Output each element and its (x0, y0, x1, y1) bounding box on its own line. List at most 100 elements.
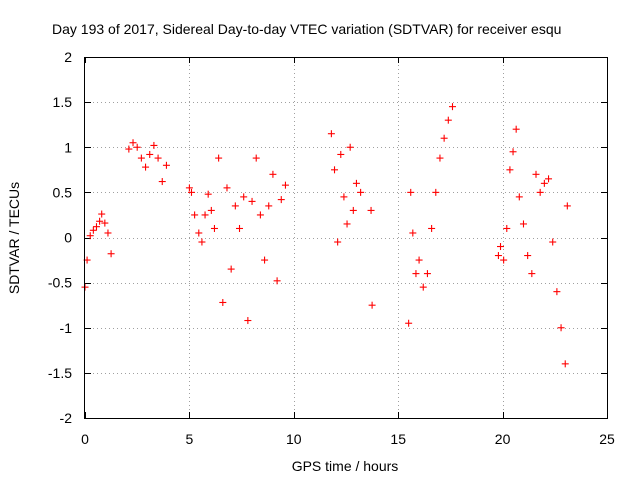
plot-frame (84, 57, 608, 419)
data-point (256, 211, 264, 219)
data-point (331, 166, 339, 174)
data-point (191, 211, 199, 219)
data-points (81, 103, 571, 368)
data-point (368, 301, 376, 309)
tick-labels: 0 5 10 15 20 25 -2 -1.5 -1 -0.5 0 0.5 1 1.5 2 (48, 49, 615, 447)
data-point (236, 224, 244, 232)
x-tick-label: 15 (390, 431, 406, 447)
data-point (150, 141, 158, 149)
data-point (367, 206, 375, 214)
grid-lines (85, 57, 607, 418)
data-point (440, 134, 448, 142)
x-tick-label: 10 (286, 431, 302, 447)
data-point (515, 193, 523, 201)
data-point (346, 143, 354, 151)
data-point (244, 317, 252, 325)
data-point (86, 232, 94, 240)
data-point (277, 196, 285, 204)
data-point (92, 223, 100, 231)
data-point (158, 178, 166, 186)
data-point (334, 238, 342, 246)
data-point (509, 148, 517, 156)
data-point (352, 179, 360, 187)
data-point (210, 224, 218, 232)
data-point (419, 283, 427, 291)
data-point (204, 190, 212, 198)
data-point (528, 270, 536, 278)
data-point (269, 170, 277, 178)
data-point (436, 154, 444, 162)
data-point (349, 206, 357, 214)
y-axis-label: SDTVAR / TECUs (6, 182, 22, 294)
data-point (506, 166, 514, 174)
x-tick-label: 20 (495, 431, 511, 447)
x-tick-label: 25 (599, 431, 615, 447)
data-point (428, 224, 436, 232)
data-point (219, 298, 227, 306)
x-tick-label: 0 (81, 431, 89, 447)
data-point (423, 270, 431, 278)
data-point (337, 150, 345, 158)
data-point (524, 252, 532, 260)
x-axis-label: GPS time / hours (292, 458, 399, 474)
y-tick-label: 0.5 (53, 184, 73, 200)
data-point (340, 193, 348, 201)
data-point (104, 229, 112, 237)
y-tick-label: 2 (64, 49, 72, 65)
data-point (162, 161, 170, 169)
data-point (545, 175, 553, 183)
data-point (557, 324, 565, 332)
y-tick-label: -0.5 (48, 275, 72, 291)
data-point (89, 226, 97, 234)
data-point (207, 206, 215, 214)
data-point (248, 197, 256, 205)
data-point (195, 229, 203, 237)
data-point (231, 202, 239, 210)
data-point (273, 277, 281, 285)
data-point (405, 319, 413, 327)
data-point (142, 163, 150, 171)
data-point (252, 154, 260, 162)
data-point (519, 220, 527, 228)
data-point (185, 184, 193, 192)
data-point (409, 229, 417, 237)
data-point (512, 125, 520, 133)
y-tick-label: 0 (64, 230, 72, 246)
data-point (240, 193, 248, 201)
data-point (107, 250, 115, 258)
data-point (412, 270, 420, 278)
data-point (549, 238, 557, 246)
data-point (497, 243, 505, 251)
data-point (500, 256, 508, 264)
y-tick-label: -1.5 (48, 365, 72, 381)
data-point (137, 154, 145, 162)
data-point (357, 188, 365, 196)
data-point (553, 288, 561, 296)
y-tick-label: 1.5 (53, 94, 73, 110)
data-point (343, 220, 351, 228)
data-point (96, 217, 104, 225)
data-point (563, 202, 571, 210)
chart-title: Day 193 of 2017, Sidereal Day-to-day VTE… (52, 21, 561, 37)
data-point (265, 202, 273, 210)
data-point (261, 256, 269, 264)
data-point (561, 360, 569, 368)
y-tick-label: -1 (60, 320, 73, 336)
data-point (146, 150, 154, 158)
data-point (415, 256, 423, 264)
data-point (154, 154, 162, 162)
data-point (98, 210, 106, 218)
data-point (133, 143, 141, 151)
data-point (281, 181, 289, 189)
x-tick-label: 5 (186, 431, 194, 447)
data-point (536, 188, 544, 196)
data-point (187, 188, 195, 196)
data-point (223, 184, 231, 192)
data-point (215, 154, 223, 162)
data-point (125, 145, 133, 153)
data-point (198, 238, 206, 246)
data-point (407, 188, 415, 196)
data-point (227, 265, 235, 273)
